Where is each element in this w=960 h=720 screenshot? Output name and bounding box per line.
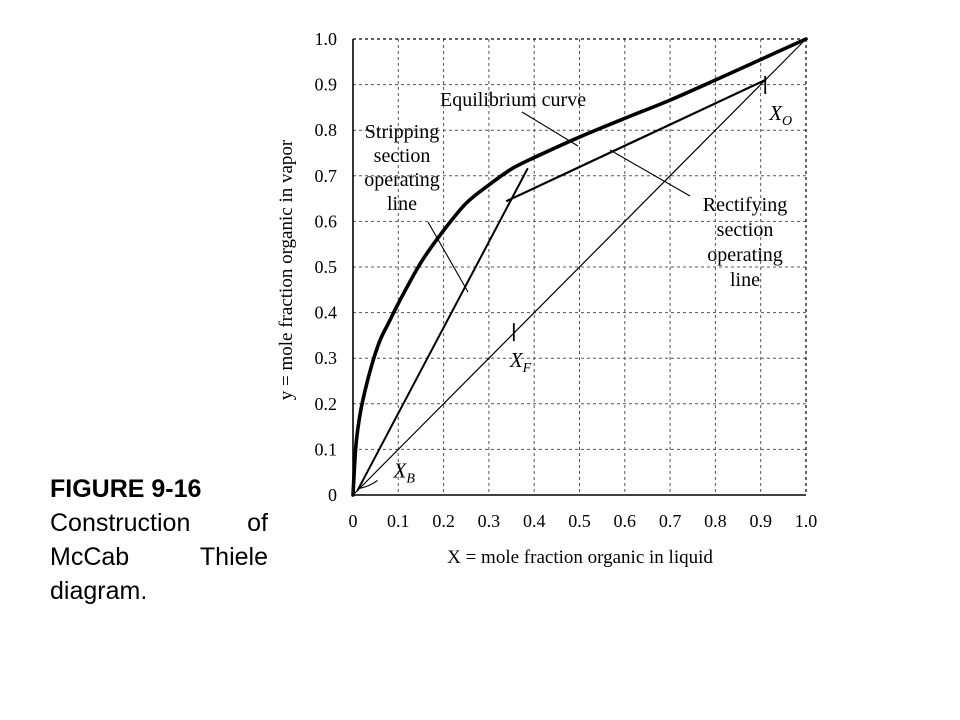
series	[351, 37, 808, 497]
x-tick-label: 0.7	[659, 511, 682, 531]
stripping-label-line: line	[387, 193, 417, 215]
stripping-label-line: operating	[364, 169, 440, 191]
grid	[353, 39, 806, 495]
rectifying-label-line: section	[717, 219, 774, 241]
equilibrium-curve-label: Equilibrium curve	[440, 89, 586, 111]
equilibrium-label-leader	[521, 111, 579, 147]
rectifying-label-line: line	[730, 269, 760, 291]
stripping-operating-line	[356, 167, 529, 492]
rectifying-label-line: operating	[707, 244, 783, 266]
x-tick-label: 0.5	[568, 511, 591, 531]
stripping-label-line: Stripping	[365, 121, 439, 143]
x-tick-label: 0.6	[614, 511, 637, 531]
x-tick-label: 0.3	[478, 511, 501, 531]
figure-caption-text: Construction of McCab Thiele diagram.	[50, 509, 268, 605]
y-tick-label: 0.8	[315, 120, 338, 140]
x-tick-label: 0.2	[432, 511, 455, 531]
x-tick-label: 0.8	[704, 511, 727, 531]
stripping-label-line: section	[374, 145, 431, 167]
y-tick-label: 0.5	[315, 257, 338, 277]
x-tick-label: 0.1	[387, 511, 410, 531]
y-tick-label: 0.3	[315, 348, 338, 368]
xb-label: XB	[393, 458, 416, 486]
y-tick-label: 0.1	[315, 439, 338, 459]
xo-label: XO	[768, 101, 792, 129]
axes	[352, 38, 807, 496]
rectifying-label-line: Rectifying	[703, 194, 787, 216]
y-tick-label: 0.7	[315, 166, 338, 186]
diagonal-line	[352, 38, 807, 496]
xf-label: XF	[509, 348, 532, 376]
equilibrium-curve	[351, 37, 808, 497]
y-tick-label: 1.0	[315, 29, 338, 49]
figure-caption: FIGURE 9-16 Construction of McCab Thiele…	[50, 472, 268, 608]
x-axis-label: X = mole fraction organic in liquid	[447, 547, 713, 568]
y-tick-label: 0	[328, 485, 337, 505]
tick-labels: 0 0.1 0.2 0.3 0.4 0.5 0.6 0.7 0.8 0.9 1.0 0 0.1 0.2 0.…	[315, 29, 818, 531]
annotations: Equilibrium curveStrippingsectionoperati…	[359, 76, 792, 489]
x-tick-label: 0	[349, 511, 358, 531]
rectifying-operating-line	[505, 78, 767, 202]
xb-leader	[359, 479, 378, 489]
x-tick-label: 1.0	[795, 511, 818, 531]
y-axis-label: y = mole fraction organic in vapor	[276, 139, 297, 400]
y-tick-label: 0.4	[315, 303, 338, 323]
y-tick-label: 0.2	[315, 394, 338, 414]
y-tick-label: 0.9	[315, 75, 338, 95]
stripping-label-leader	[427, 221, 469, 293]
y-tick-label: 0.6	[315, 211, 338, 231]
x-tick-label: 0.4	[523, 511, 546, 531]
x-tick-label: 0.9	[749, 511, 772, 531]
rectifying-label-leader	[609, 149, 691, 197]
figure-number: FIGURE 9-16	[50, 475, 202, 503]
